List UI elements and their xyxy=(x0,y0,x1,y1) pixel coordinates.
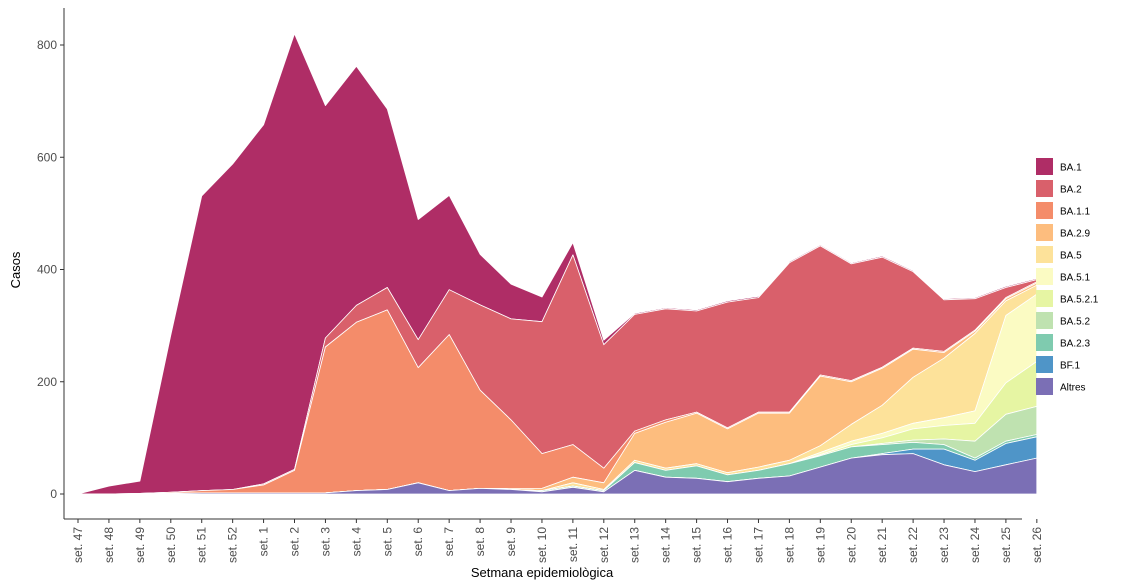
y-tick-label: 400 xyxy=(37,263,57,277)
x-tick-label: set. 9 xyxy=(504,527,518,557)
legend-label: BA.1.1 xyxy=(1060,207,1090,218)
x-tick-label: set. 49 xyxy=(133,527,147,563)
legend-label: BF.1 xyxy=(1060,361,1080,372)
y-tick-label: 800 xyxy=(37,38,57,52)
legend-swatch xyxy=(1036,180,1053,197)
x-tick-label: set. 47 xyxy=(71,527,85,563)
y-tick-label: 200 xyxy=(37,375,57,389)
legend-swatch xyxy=(1036,158,1053,175)
axes-group: 0 200 400 600 800 set. 47 set. 48 set. 49 set. 5… xyxy=(37,8,1044,563)
x-tick-label: set. 25 xyxy=(999,527,1013,563)
x-tick-label: set. 1 xyxy=(257,527,271,557)
x-tick-label: set. 3 xyxy=(318,527,332,557)
legend-label: BA.5.1 xyxy=(1060,273,1090,284)
x-tick-label: set. 14 xyxy=(659,527,673,563)
x-tick-label: set. 6 xyxy=(411,527,425,557)
x-tick-label: set. 21 xyxy=(875,527,889,563)
x-tick-label: set. 23 xyxy=(937,527,951,563)
legend-label: Altres xyxy=(1060,383,1086,394)
legend-swatch xyxy=(1036,356,1053,373)
x-tick-label: set. 48 xyxy=(102,527,116,563)
x-tick-label: set. 8 xyxy=(473,527,487,557)
legend-swatch xyxy=(1036,268,1053,285)
x-tick-label: set. 19 xyxy=(813,527,827,563)
x-tick-label: set. 2 xyxy=(288,527,302,557)
x-tick-label: set. 50 xyxy=(164,527,178,563)
x-tick-label: set. 17 xyxy=(752,527,766,563)
x-tick-label: set. 16 xyxy=(721,527,735,563)
area-altres xyxy=(77,453,1038,495)
x-tick-label: set. 51 xyxy=(195,527,209,563)
x-tick-label: set. 7 xyxy=(442,527,456,557)
x-tick-label: set. 13 xyxy=(628,527,642,563)
x-tick-label: set. 18 xyxy=(782,527,796,563)
legend-label: BA.1 xyxy=(1060,163,1082,174)
legend-label: BA.2.9 xyxy=(1060,229,1090,240)
legend-swatch xyxy=(1036,290,1053,307)
y-axis-title: Casos xyxy=(8,251,23,288)
x-tick-label: set. 20 xyxy=(844,527,858,563)
x-tick-label: set. 10 xyxy=(535,527,549,563)
x-tick-label: set. 15 xyxy=(690,527,704,563)
x-tick-label: set. 22 xyxy=(906,527,920,563)
legend-label: BA.5.2.1 xyxy=(1060,295,1099,306)
x-tick-label: set. 26 xyxy=(1030,527,1044,563)
x-tick-label: set. 11 xyxy=(566,527,580,562)
y-tick-label: 600 xyxy=(37,150,57,164)
legend-swatch xyxy=(1036,246,1053,263)
area-series-group xyxy=(77,33,1038,495)
y-tick-label: 0 xyxy=(50,487,57,501)
legend-label: BA.5.2 xyxy=(1060,317,1090,328)
legend-swatch xyxy=(1036,224,1053,241)
legend-swatch xyxy=(1036,378,1053,395)
legend-label: BA.5 xyxy=(1060,251,1082,262)
legend-label: BA.2 xyxy=(1060,185,1082,196)
x-tick-label: set. 52 xyxy=(226,527,240,563)
x-tick-label: set. 5 xyxy=(380,527,394,557)
x-axis-title: Setmana epidemiològica xyxy=(471,565,614,580)
legend-swatch xyxy=(1036,202,1053,219)
legend-swatch xyxy=(1036,312,1053,329)
x-tick-label: set. 4 xyxy=(349,527,363,557)
legend-swatch xyxy=(1036,334,1053,351)
x-tick-label: set. 12 xyxy=(597,527,611,563)
legend-label: BA.2.3 xyxy=(1060,339,1090,350)
legend: BA.1 BA.2 BA.1.1 BA.2.9 BA.5 BA.5.1 BA.5.2.1 BA… xyxy=(1036,158,1099,395)
x-tick-label: set. 24 xyxy=(968,527,982,563)
